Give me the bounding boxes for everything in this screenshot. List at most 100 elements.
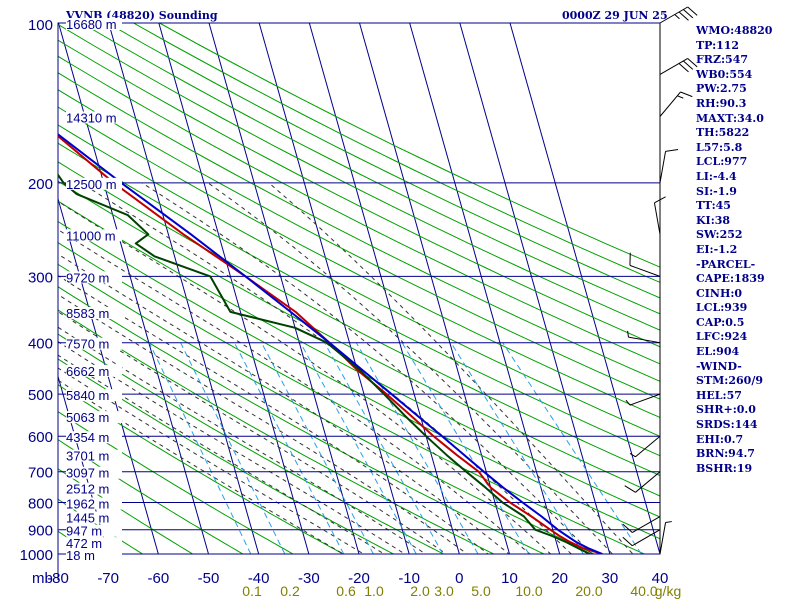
moist-adiabat-line [141, 182, 593, 554]
wind-barb [632, 529, 661, 547]
mixing-ratio-label: 2.0 [410, 583, 430, 599]
index-item: TP:112 [696, 38, 740, 52]
index-item: TH:5822 [696, 126, 750, 140]
wind-barb-flag [622, 536, 633, 547]
height-label-bg [66, 431, 122, 444]
wind-barb-flag [677, 95, 684, 99]
height-label: 1962 m [66, 497, 109, 512]
mixing-ratio-line [180, 342, 286, 554]
height-label: 2512 m [66, 482, 109, 497]
mixing-ratio-label: 3.0 [434, 583, 454, 599]
mixing-ratio-line [300, 342, 417, 554]
mixing-ratio-label: 10.0 [515, 583, 542, 599]
dry-adiabat-line [58, 286, 546, 554]
isotherm-line [58, 374, 109, 554]
height-label-bg [66, 466, 122, 479]
index-item: EL:904 [696, 345, 740, 359]
mixing-ratio-line [324, 342, 444, 554]
dry-adiabat-line [58, 384, 345, 554]
pressure-tick-label: 800 [28, 496, 53, 513]
index-item: LI:-4.4 [696, 169, 737, 183]
mixing-ratio-line [355, 342, 479, 554]
height-label-bg [66, 306, 122, 319]
temperature-tick-label: -20 [348, 570, 370, 587]
dry-adiabat-line [133, 23, 660, 283]
index-item: PW:2.75 [696, 82, 747, 96]
height-label: 9720 m [66, 270, 109, 285]
isotherm-line [459, 23, 611, 554]
height-label: 16680 m [66, 17, 117, 32]
isotherm-line [0, 23, 8, 554]
index-item: STM:260/9 [696, 374, 763, 388]
pressure-tick-label: 1000 [20, 547, 53, 564]
index-item: WB0:554 [696, 67, 753, 81]
mixing-ratio-line [502, 342, 642, 554]
mixing-ratio-line [148, 342, 252, 554]
height-label-bg [66, 229, 122, 242]
index-item: CAPE:1839 [696, 272, 765, 286]
index-item: SW:252 [696, 228, 743, 242]
pressure-tick-label: 900 [28, 523, 53, 540]
height-label: 18 m [66, 548, 95, 563]
dry-adiabat-line [58, 89, 660, 400]
index-item: SRDS:144 [696, 418, 758, 432]
mixing-ratio-label: 0.1 [242, 583, 262, 599]
wind-barb [629, 393, 661, 406]
dry-adiabat-line [58, 242, 646, 554]
dry-adiabat-line [58, 333, 445, 554]
isotherm-line [158, 23, 310, 554]
wind-barb [629, 264, 661, 277]
wind-barb [659, 151, 667, 183]
moist-adiabat-line [58, 354, 386, 554]
dry-adiabat-line [58, 39, 660, 348]
wind-barb-flag [683, 9, 694, 19]
dry-adiabat-line [58, 72, 660, 382]
wind-barb-flag [665, 148, 679, 152]
moist-adiabat-line [58, 229, 531, 554]
plot-frame [57, 22, 661, 555]
height-label-bg [66, 18, 122, 30]
temperature-tick-label: -60 [147, 570, 169, 587]
height-label: 8583 m [66, 306, 109, 321]
dry-adiabat-line [58, 142, 660, 457]
height-label-bg [66, 497, 122, 510]
index-item: SI:-1.9 [696, 184, 737, 198]
wind-barb-flag [687, 6, 698, 16]
wind-barb [653, 202, 661, 235]
temperature-tick-label: -10 [398, 570, 420, 587]
index-item: FRZ:547 [696, 53, 749, 67]
wind-barb [635, 435, 661, 458]
dry-adiabat-line [58, 309, 495, 554]
wind-barb-flag [625, 399, 631, 406]
wind-barb-flag [674, 14, 680, 20]
height-label: 472 m [66, 536, 102, 551]
wind-barb-flag [678, 11, 689, 21]
index-item: EI:-1.2 [696, 242, 738, 256]
dry-adiabat-line [159, 23, 660, 268]
wind-barb-flag [687, 58, 698, 68]
height-label-bg [66, 549, 122, 561]
isotherm-line [509, 23, 660, 554]
moist-adiabat-line [58, 293, 469, 554]
moist-adiabat-line [58, 311, 448, 554]
isotherm-line [308, 23, 460, 554]
height-label: 11000 m [66, 228, 116, 243]
dry-adiabat-line [58, 411, 295, 554]
parcel-line [58, 133, 603, 554]
pressure-tick-label: 100 [28, 17, 53, 34]
index-item: KI:38 [696, 213, 731, 227]
isotherm-line [359, 23, 510, 554]
wind-barb-flag [683, 60, 694, 70]
height-label: 1445 m [66, 511, 109, 526]
wind-barb-flag [627, 330, 629, 338]
dry-adiabat-line [58, 468, 194, 554]
height-label-bg [66, 537, 122, 550]
mixing-ratio-line [450, 342, 584, 554]
height-label-bg [66, 524, 122, 537]
height-label-bg [66, 364, 122, 377]
height-label-bg [66, 177, 122, 190]
temperature-tick-label: 40 [652, 570, 669, 587]
pressure-tick-label: 500 [28, 387, 53, 404]
dry-adiabat-line [58, 106, 660, 419]
